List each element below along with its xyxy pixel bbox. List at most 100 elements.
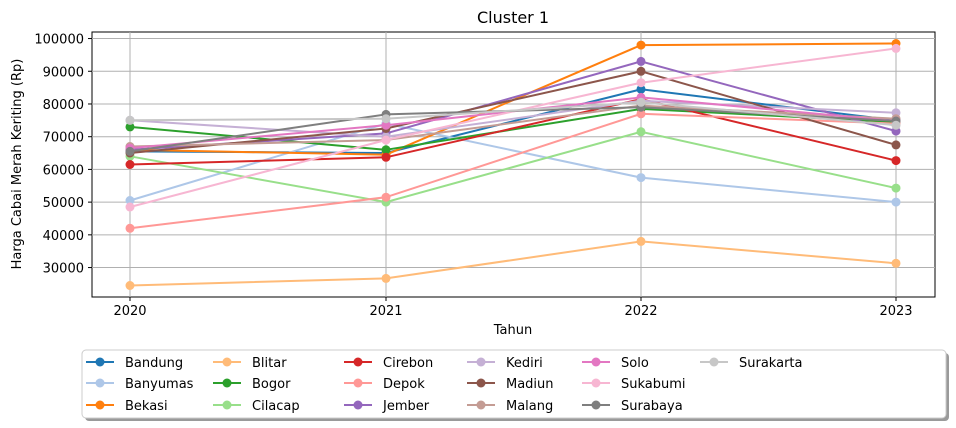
legend-marker bbox=[591, 357, 601, 367]
legend-marker bbox=[709, 357, 719, 367]
y-tick-label: 100000 bbox=[34, 33, 84, 48]
legend-label: Bandung bbox=[125, 356, 183, 371]
data-point bbox=[891, 197, 901, 207]
data-point bbox=[381, 192, 391, 202]
data-point bbox=[381, 273, 391, 283]
data-point bbox=[125, 202, 135, 212]
legend-marker bbox=[476, 357, 486, 367]
legend-marker bbox=[591, 378, 601, 388]
data-point bbox=[636, 127, 646, 137]
legend-label: Cirebon bbox=[383, 356, 433, 371]
y-tick-label: 50000 bbox=[43, 196, 84, 211]
legend-label: Bekasi bbox=[125, 399, 168, 414]
data-point bbox=[636, 56, 646, 66]
series-blitar bbox=[125, 236, 901, 290]
data-point bbox=[891, 140, 901, 150]
legend-marker bbox=[95, 357, 105, 367]
legend-label: Jember bbox=[382, 399, 430, 414]
legend-item-madiun[interactable]: Madiun bbox=[467, 377, 554, 392]
data-point bbox=[125, 115, 135, 125]
legend-label: Malang bbox=[506, 399, 553, 414]
legend-marker bbox=[353, 378, 363, 388]
legend-label: Blitar bbox=[252, 356, 287, 371]
series-line bbox=[129, 101, 897, 127]
data-point bbox=[381, 120, 391, 130]
data-point bbox=[636, 84, 646, 94]
legend-marker bbox=[353, 400, 363, 410]
legend-label: Sukabumi bbox=[621, 377, 686, 392]
legend-label: Cilacap bbox=[252, 399, 300, 414]
series-line bbox=[129, 104, 897, 148]
data-point bbox=[381, 114, 391, 124]
data-point bbox=[636, 40, 646, 50]
legend-label: Madiun bbox=[506, 377, 554, 392]
data-point bbox=[125, 223, 135, 233]
data-point bbox=[636, 78, 646, 88]
series-line bbox=[129, 107, 897, 151]
legend-marker bbox=[222, 400, 232, 410]
legend-marker bbox=[95, 378, 105, 388]
series-line bbox=[129, 98, 897, 166]
x-tick-label: 2020 bbox=[113, 304, 146, 319]
legend-marker bbox=[222, 378, 232, 388]
series-line bbox=[129, 240, 897, 287]
legend-item-surabaya[interactable]: Surabaya bbox=[582, 399, 683, 414]
series-banyumas bbox=[125, 119, 901, 207]
data-point bbox=[381, 152, 391, 162]
legend-item-blitar[interactable]: Blitar bbox=[213, 356, 287, 371]
legend-item-banyumas[interactable]: Banyumas bbox=[86, 377, 194, 392]
y-tick-label: 40000 bbox=[43, 229, 84, 244]
x-tick-label: 2023 bbox=[879, 304, 912, 319]
legend-marker bbox=[353, 357, 363, 367]
data-point bbox=[125, 196, 135, 205]
series-line bbox=[129, 70, 897, 154]
legend-label: Surabaya bbox=[621, 399, 683, 414]
series-line bbox=[129, 122, 897, 204]
series-line bbox=[129, 130, 897, 204]
legend-item-cilacap[interactable]: Cilacap bbox=[213, 399, 300, 414]
axis-layer: 2020 2021 2022 2023 30000 40000 50000 60000 7000… bbox=[34, 33, 912, 319]
y-tick-label: 70000 bbox=[43, 131, 84, 146]
y-tick-label: 80000 bbox=[43, 98, 84, 113]
series-surakarta bbox=[125, 97, 901, 130]
data-point bbox=[891, 156, 901, 166]
legend-item-sukabumi[interactable]: Sukabumi bbox=[582, 377, 686, 392]
y-tick-label: 60000 bbox=[43, 163, 84, 178]
data-point bbox=[636, 97, 646, 107]
legend: Bandung Banyumas Bekasi Blitar Bogor Cilacap C… bbox=[81, 349, 949, 421]
data-point bbox=[636, 66, 646, 76]
data-point bbox=[891, 120, 901, 130]
legend-item-malang[interactable]: Malang bbox=[467, 399, 553, 414]
x-tick-label: 2021 bbox=[369, 304, 402, 319]
legend-label: Bogor bbox=[252, 377, 291, 392]
data-point bbox=[381, 145, 391, 155]
data-point bbox=[125, 122, 135, 132]
legend-label: Depok bbox=[383, 377, 425, 392]
legend-marker bbox=[95, 400, 105, 410]
data-point bbox=[381, 135, 391, 145]
y-tick-label: 30000 bbox=[43, 262, 84, 277]
legend-item-jember[interactable]: Jember bbox=[344, 399, 430, 414]
legend-label: Banyumas bbox=[125, 377, 194, 392]
chart-title: Cluster 1 bbox=[477, 8, 549, 27]
legend-label: Solo bbox=[621, 356, 649, 371]
legend-item-depok[interactable]: Depok bbox=[344, 377, 425, 392]
legend-item-solo[interactable]: Solo bbox=[582, 356, 649, 371]
data-point bbox=[125, 146, 135, 156]
legend-item-bandung[interactable]: Bandung bbox=[86, 356, 183, 371]
legend-item-kediri[interactable]: Kediri bbox=[467, 356, 543, 371]
legend-item-surakarta[interactable]: Surakarta bbox=[700, 356, 802, 371]
y-axis-label: Harga Cabai Merah Keriting (Rp) bbox=[10, 59, 25, 270]
legend-item-cirebon[interactable]: Cirebon bbox=[344, 356, 433, 371]
data-point bbox=[636, 236, 646, 246]
x-axis-label: Tahun bbox=[493, 323, 532, 338]
series-line bbox=[129, 99, 897, 138]
y-tick-label: 90000 bbox=[43, 65, 84, 80]
data-point bbox=[891, 183, 901, 193]
legend-item-bogor[interactable]: Bogor bbox=[213, 377, 291, 392]
legend-label: Kediri bbox=[506, 356, 543, 371]
legend-item-bekasi[interactable]: Bekasi bbox=[86, 399, 168, 414]
data-point bbox=[636, 109, 646, 119]
